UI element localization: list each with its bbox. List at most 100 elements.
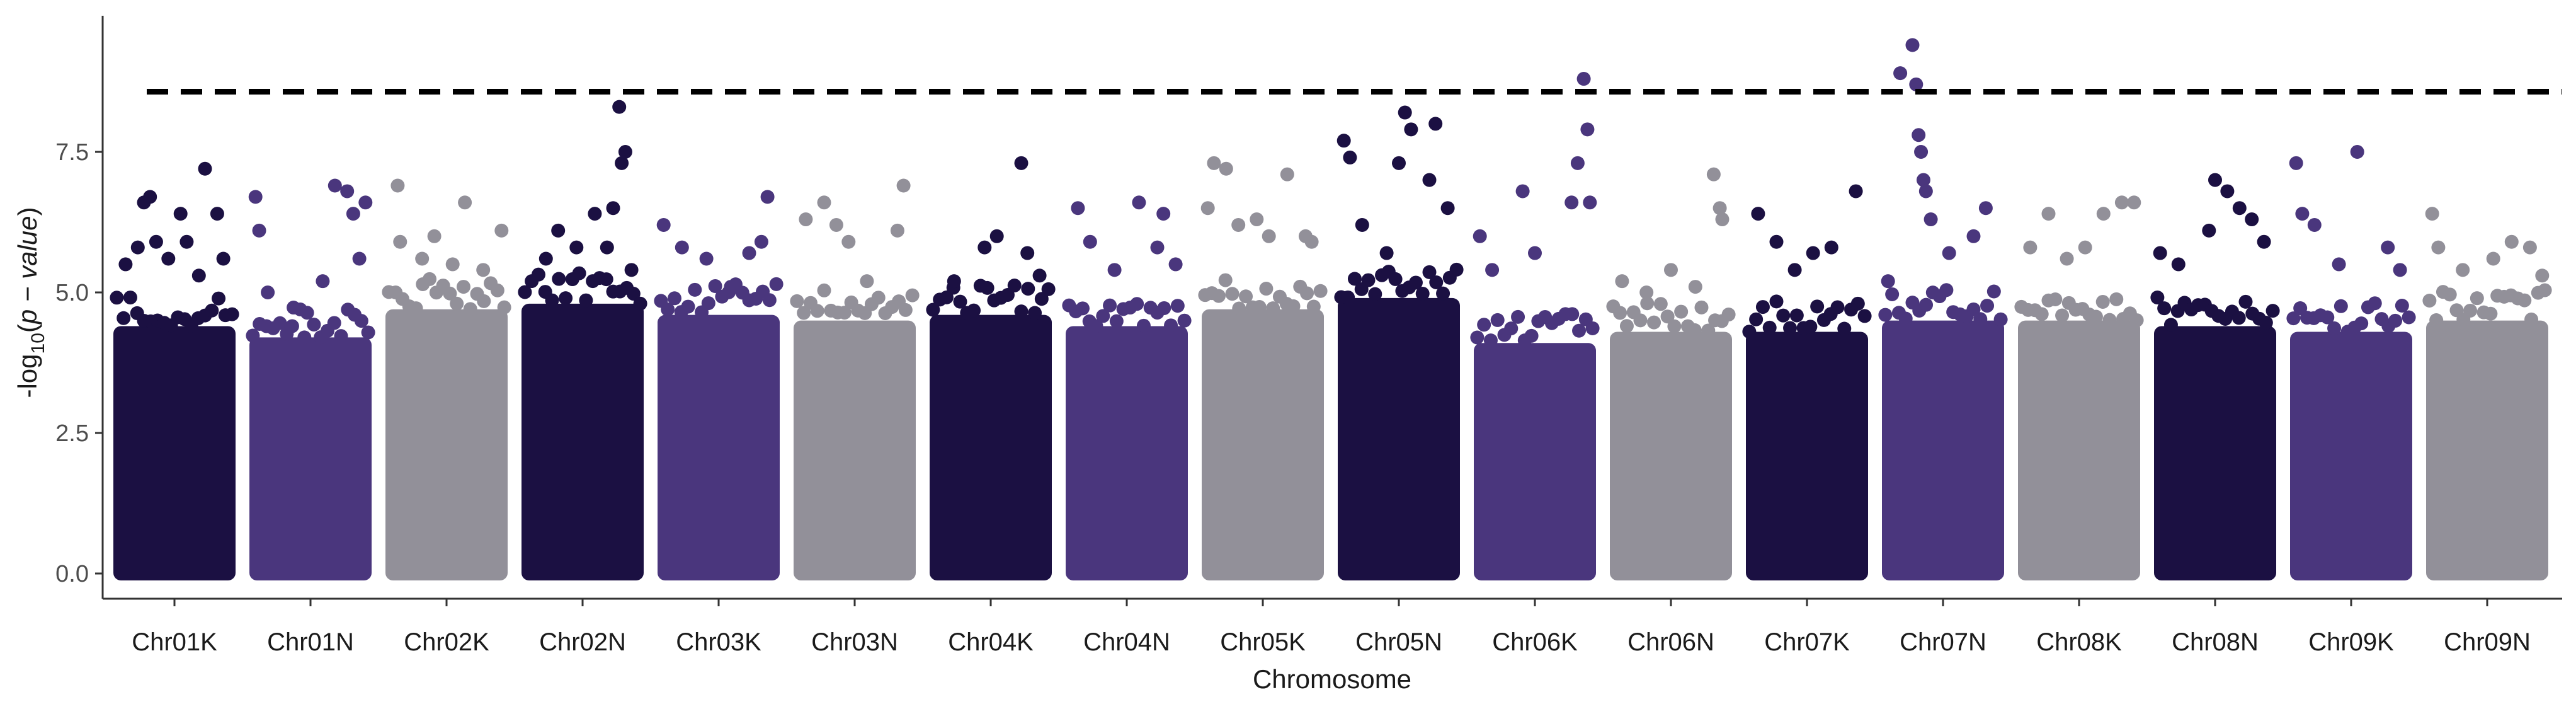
snp-point [210, 207, 224, 221]
edge-point [1014, 304, 1029, 319]
snp-point [1473, 229, 1487, 243]
edge-point [939, 290, 954, 304]
x-tick-label-chr05n: Chr05N [1355, 628, 1442, 656]
x-tick-label-chr05k: Chr05K [1220, 628, 1306, 656]
x-tick-label-chr04n: Chr04N [1083, 628, 1170, 656]
edge-point [871, 291, 886, 305]
snp-point [1014, 156, 1029, 170]
chromosome-column-chr09n [2426, 320, 2548, 580]
snp-point [1706, 167, 1721, 182]
snp-point [947, 274, 961, 289]
snp-point [1392, 156, 1406, 170]
edge-point [1973, 312, 1988, 326]
edge-point [1368, 287, 1382, 301]
edge-point [1721, 308, 1736, 322]
snp-point [1336, 134, 1351, 148]
edge-point [1232, 301, 1246, 316]
edge-point [497, 300, 511, 314]
edge-point [1980, 299, 1995, 313]
edge-point [1619, 319, 1634, 333]
chromosome-column-chr07k [1746, 331, 1868, 580]
snp-point [675, 240, 689, 255]
edge-point [1157, 301, 1171, 315]
edge-point [1021, 282, 1035, 296]
snp-point [1564, 195, 1579, 210]
edge-point [837, 306, 852, 320]
snp-point [118, 257, 133, 272]
edge-point [926, 303, 940, 317]
edge-point [2238, 294, 2253, 309]
snp-point [817, 195, 831, 210]
edge-point [1837, 321, 1852, 336]
snp-point [173, 207, 188, 221]
x-tick-label-chr07k: Chr07K [1764, 628, 1850, 656]
snp-point [191, 268, 206, 283]
snp-point [130, 240, 145, 255]
y-axis-title-italic: p − value [13, 216, 42, 325]
snp-point [1398, 105, 1412, 120]
edge-point [1511, 309, 1525, 324]
edge-point [2150, 291, 2165, 305]
snp-point [2023, 240, 2037, 255]
snp-point [1769, 234, 1784, 249]
edge-point [1286, 299, 1301, 313]
snp-point [600, 240, 614, 255]
edge-point [980, 280, 994, 295]
edge-point [1613, 306, 1627, 320]
edge-point [1415, 286, 1430, 301]
snp-point [1787, 263, 1802, 277]
edge-point [2368, 296, 2382, 311]
snp-point [2425, 207, 2439, 221]
chromosome-column-chr01n [249, 337, 372, 580]
snp-point [1978, 201, 1993, 216]
snp-point [143, 190, 157, 204]
snp-point [1713, 201, 1727, 216]
edge-point [2265, 304, 2280, 318]
y-tick-label: 0.0 [55, 561, 89, 587]
snp-point [724, 280, 738, 294]
snp-point [1219, 161, 1233, 176]
snp-point [316, 274, 330, 289]
edge-point [633, 296, 647, 311]
edge-point [1885, 287, 1900, 301]
snp-point [754, 234, 768, 249]
snp-point [1583, 195, 1597, 210]
chromosome-column-chr04n [1066, 326, 1188, 580]
edge-point [450, 296, 464, 311]
edge-point [953, 294, 967, 309]
snp-point [539, 251, 553, 266]
edge-point [1177, 313, 1192, 328]
edge-point [559, 291, 573, 306]
snp-point [285, 319, 299, 333]
snp-point [1639, 285, 1654, 299]
snp-point [760, 190, 775, 204]
edge-point [1585, 321, 1600, 335]
chromosome-column-chr05k [1202, 309, 1324, 580]
edge-point [273, 316, 287, 330]
snp-point [180, 234, 194, 249]
snp-point [2535, 268, 2550, 283]
snp-point [1918, 184, 1933, 199]
edge-point [762, 293, 777, 308]
snp-point [1751, 207, 1765, 221]
edge-point [1572, 323, 1587, 338]
edge-point [1361, 273, 1376, 287]
snp-point [1304, 234, 1319, 249]
snp-point [1200, 201, 1215, 216]
edge-point [123, 291, 137, 305]
x-tick-label-chr03n: Chr03N [811, 628, 898, 656]
snp-point [2127, 195, 2141, 210]
chromosome-column-chr08k [2018, 320, 2140, 580]
edge-point [110, 291, 124, 305]
snp-point [1485, 263, 1500, 277]
x-tick-label-chr03k: Chr03K [676, 628, 761, 656]
edge-point [2395, 298, 2409, 313]
snp-point [297, 330, 312, 345]
edge-point [361, 325, 375, 340]
edge-point [1130, 297, 1144, 311]
edge-point [2402, 310, 2416, 325]
edge-point [225, 307, 239, 321]
edge-point [1483, 333, 1498, 348]
snp-point [1132, 195, 1146, 210]
snp-point [860, 274, 874, 289]
